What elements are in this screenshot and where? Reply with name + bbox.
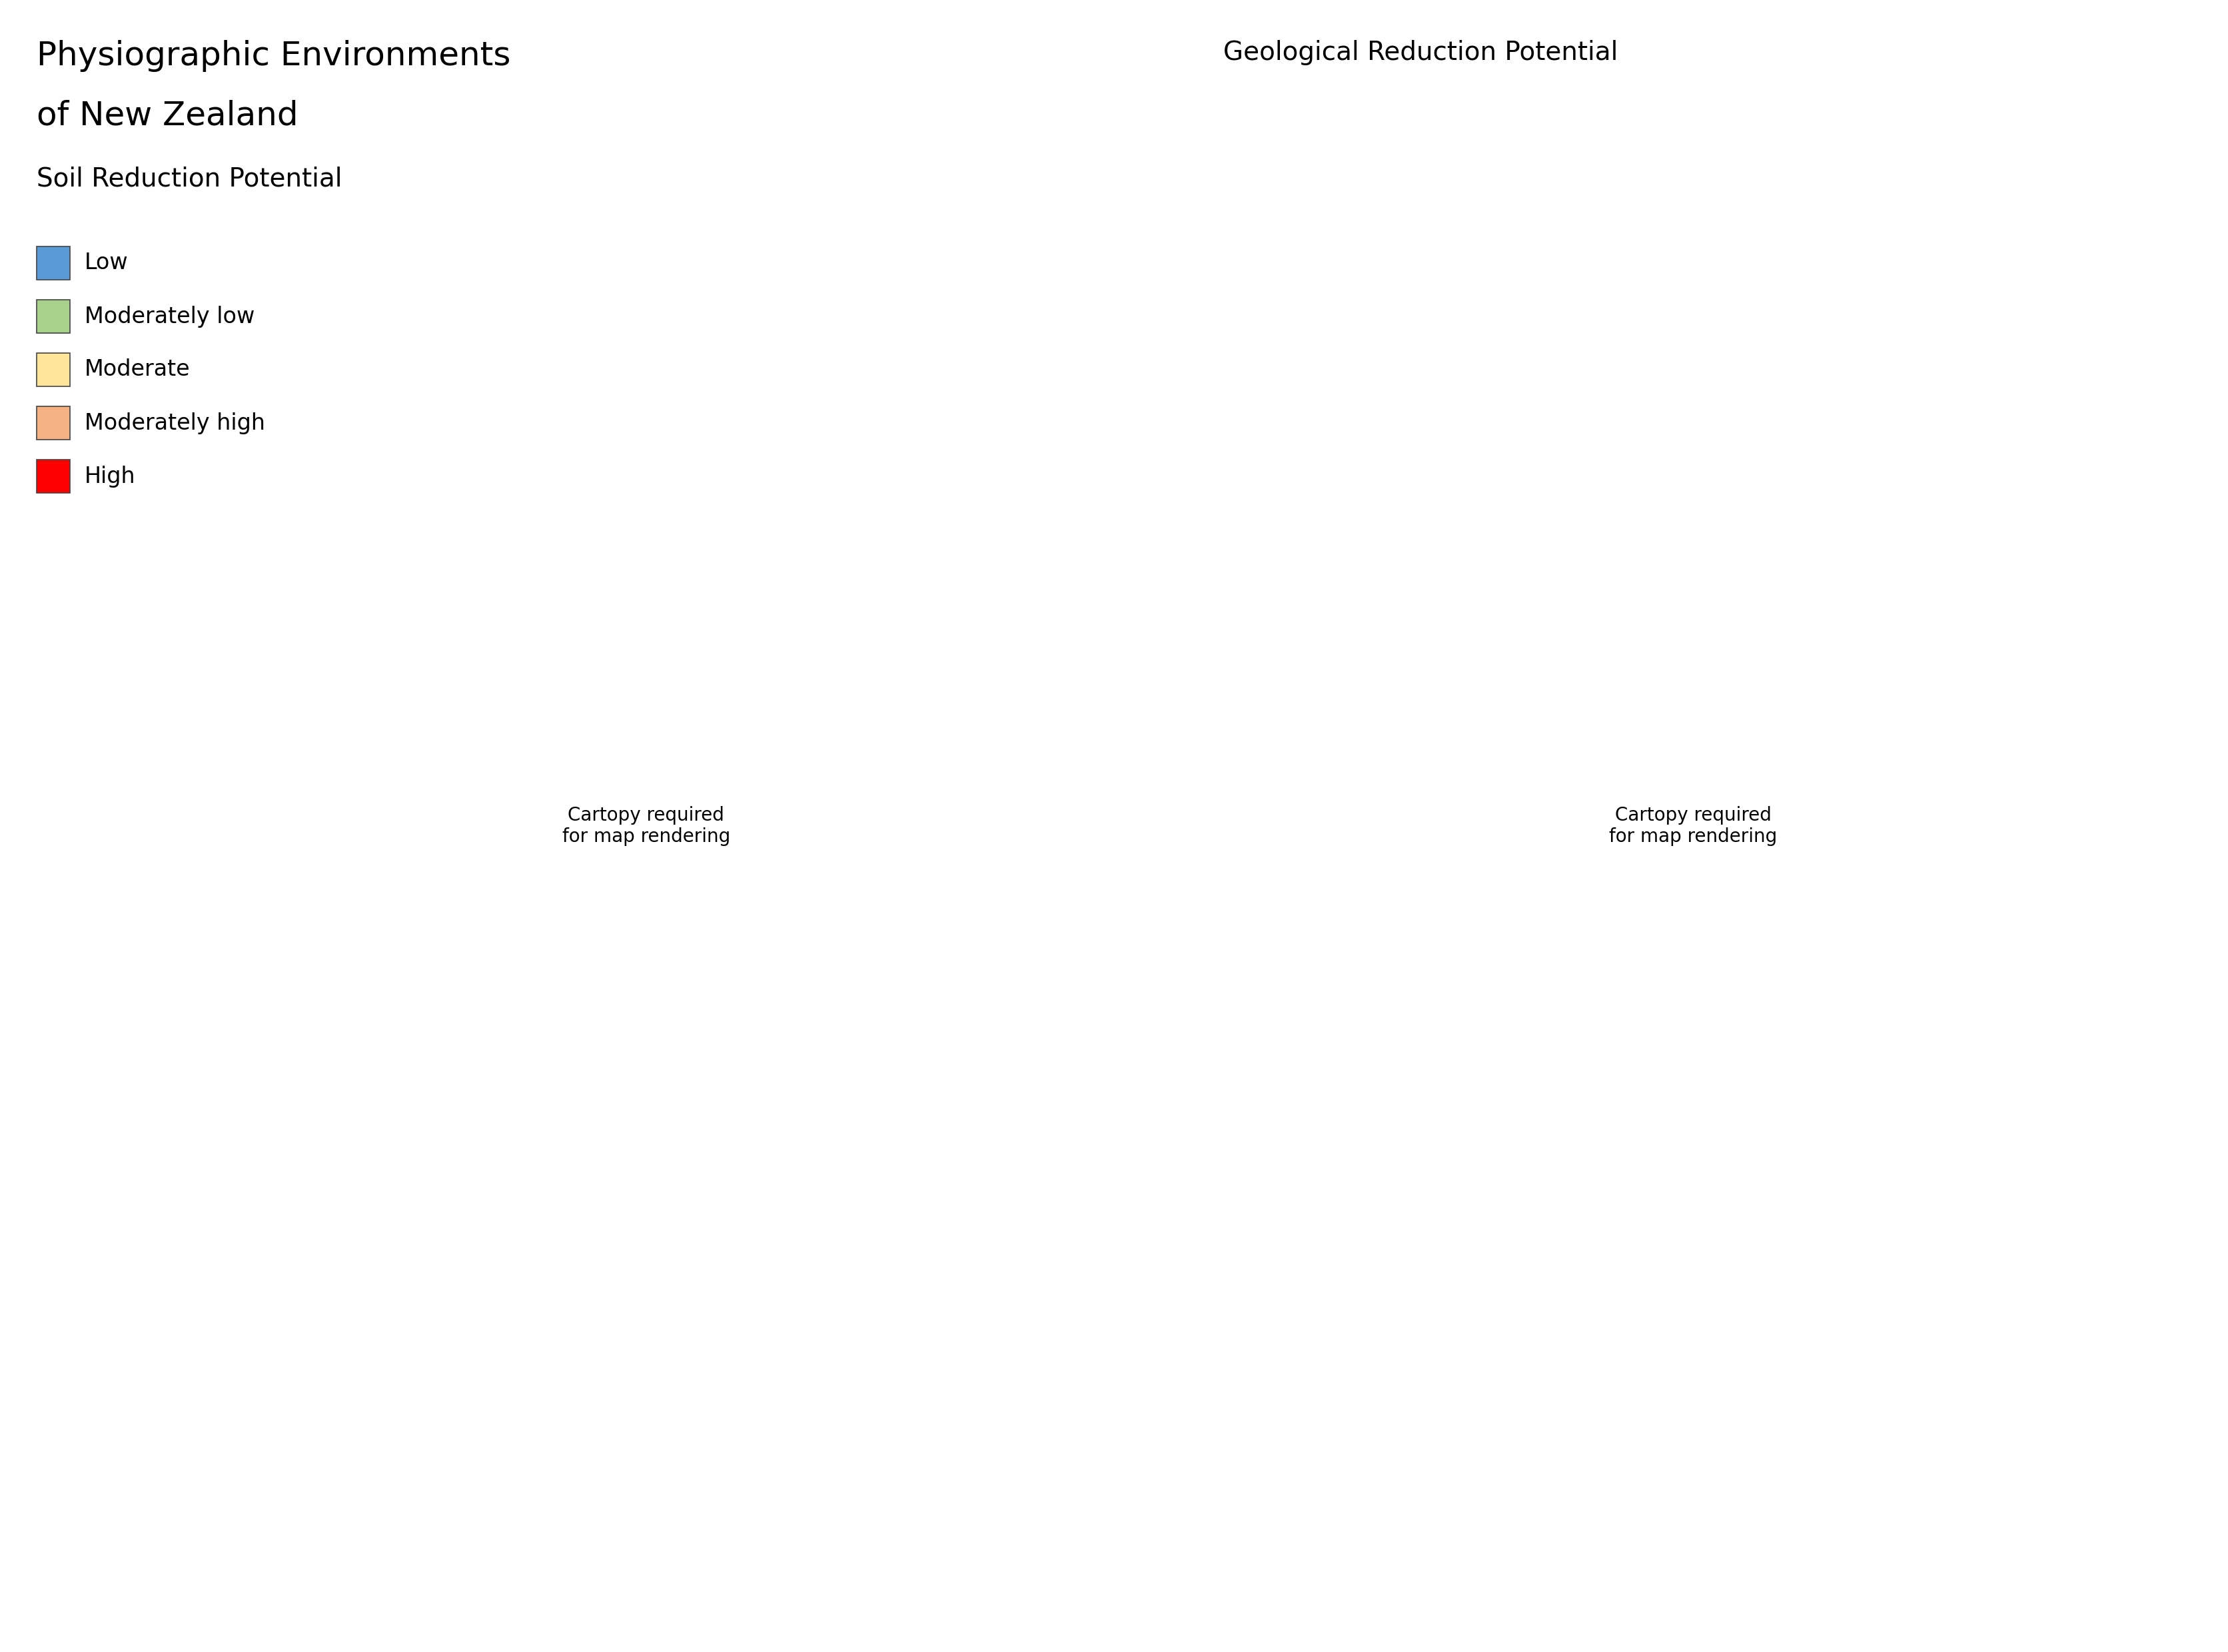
Bar: [36, 354, 69, 387]
Text: Cartopy required
for map rendering: Cartopy required for map rendering: [1609, 806, 1778, 846]
Bar: [36, 246, 69, 279]
Text: Low: Low: [85, 253, 129, 274]
Text: Physiographic Environments: Physiographic Environments: [36, 40, 510, 73]
Text: High: High: [85, 466, 136, 487]
Text: Moderate: Moderate: [85, 358, 189, 380]
Bar: [36, 459, 69, 492]
Text: Cartopy required
for map rendering: Cartopy required for map rendering: [561, 806, 731, 846]
Text: Geological Reduction Potential: Geological Reduction Potential: [1223, 40, 1618, 66]
Bar: [36, 406, 69, 439]
Bar: [36, 299, 69, 334]
Text: Moderately high: Moderately high: [85, 411, 265, 434]
Text: Moderately low: Moderately low: [85, 306, 254, 327]
Text: Soil Reduction Potential: Soil Reduction Potential: [36, 167, 343, 192]
Text: of New Zealand: of New Zealand: [36, 99, 299, 132]
